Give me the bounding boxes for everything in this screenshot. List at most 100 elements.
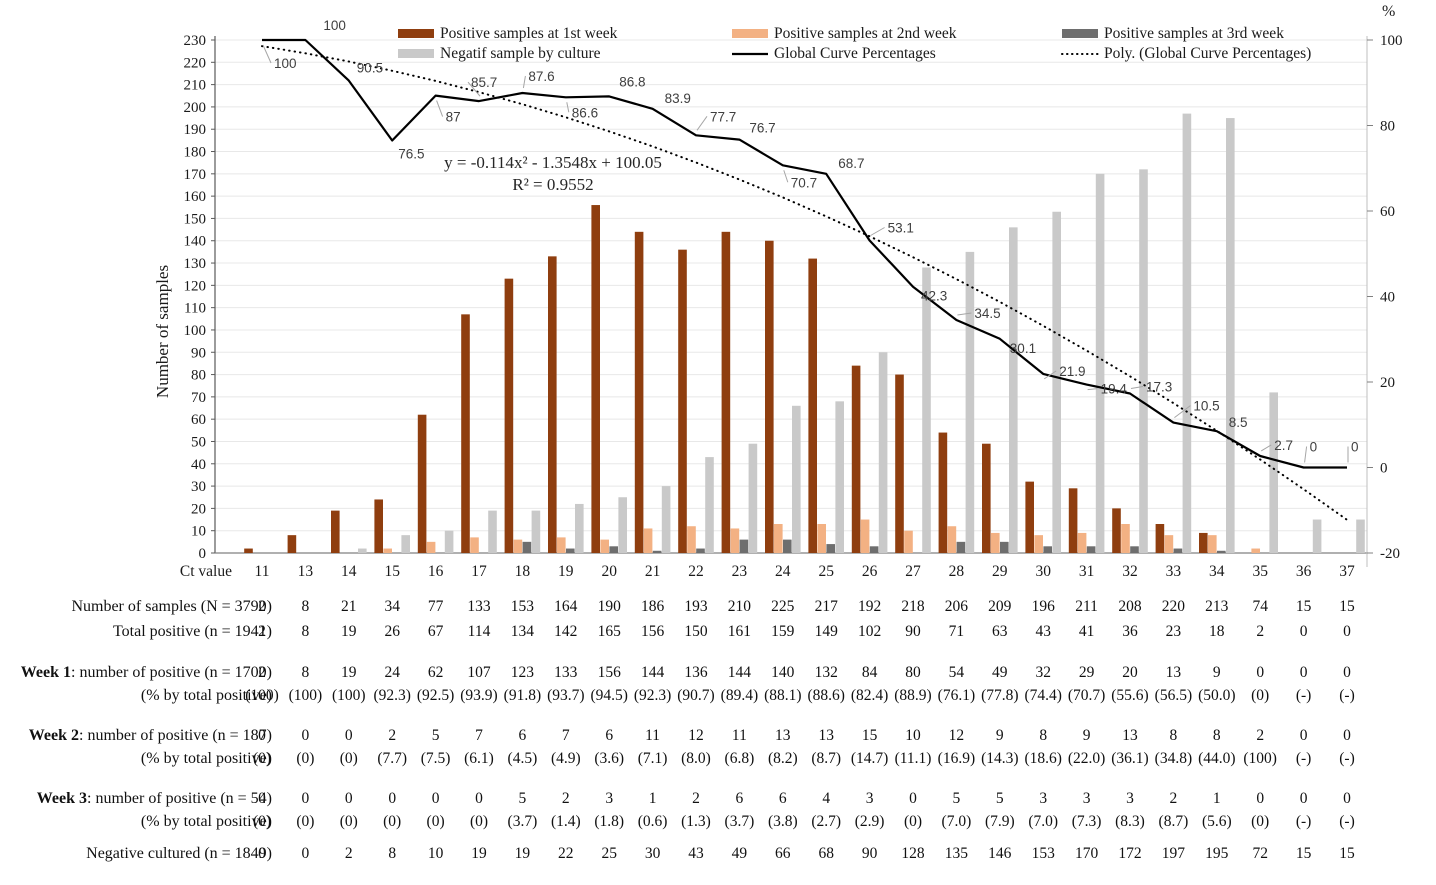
bar-week1-ct17 bbox=[461, 314, 470, 553]
table-cell: 0 bbox=[909, 790, 917, 807]
bar-week1-ct20 bbox=[591, 205, 600, 553]
bar-negative-ct35 bbox=[1269, 392, 1278, 553]
bar-negative-ct17 bbox=[488, 510, 497, 553]
table-cell: (0) bbox=[383, 813, 402, 830]
table-cell: 43 bbox=[1035, 623, 1051, 640]
bar-week1-ct29 bbox=[982, 443, 991, 553]
bar-negative-ct14 bbox=[358, 548, 367, 553]
label-leader-line bbox=[957, 312, 972, 316]
bar-week1-ct14 bbox=[331, 510, 340, 553]
table-cell: (100) bbox=[332, 687, 366, 704]
line-data-label: 83.9 bbox=[665, 91, 691, 106]
table-cell: (7.0) bbox=[941, 813, 972, 830]
bar-series-week1 bbox=[244, 205, 1208, 554]
table-cell: 84 bbox=[861, 664, 878, 681]
table-cell: 0 bbox=[431, 790, 440, 807]
table-cell: (1.4) bbox=[550, 813, 581, 830]
label-leader-line bbox=[696, 116, 708, 131]
table-cell: 149 bbox=[814, 623, 838, 640]
bar-week2-ct24 bbox=[774, 524, 783, 553]
trendline-poly bbox=[261, 45, 1348, 521]
bar-week3-ct32 bbox=[1130, 546, 1139, 553]
legend-label: Positive samples at 1st week bbox=[440, 25, 618, 42]
table-cell: 26 bbox=[384, 623, 400, 640]
left-axis-tick-label: 90 bbox=[191, 345, 206, 361]
x-tick-label: 26 bbox=[862, 563, 878, 580]
table-cell: (8.7) bbox=[811, 750, 842, 767]
table-cell: (0.6) bbox=[637, 813, 668, 830]
table-cell: 8 bbox=[1212, 727, 1221, 744]
table-cell: 20 bbox=[1122, 664, 1138, 681]
table-cell: 10 bbox=[427, 845, 444, 862]
label-leader-line bbox=[467, 81, 481, 97]
bar-negative-ct37 bbox=[1356, 519, 1365, 553]
table-cell: 170 bbox=[1074, 845, 1099, 862]
table-cell: (3.8) bbox=[767, 813, 798, 830]
table-cell: 3 bbox=[1126, 790, 1134, 807]
bar-week1-ct27 bbox=[895, 374, 904, 553]
table-cell: (74.4) bbox=[1024, 687, 1062, 704]
left-axis-tick-label: 130 bbox=[184, 256, 207, 272]
table-cell: (82.4) bbox=[850, 687, 889, 704]
bar-week3-ct20 bbox=[609, 546, 618, 553]
table-cell: 0 bbox=[1343, 623, 1351, 640]
bar-week1-ct26 bbox=[851, 365, 861, 553]
table-cell: 63 bbox=[992, 623, 1008, 640]
table-cell: (-) bbox=[1295, 750, 1312, 767]
table-cell: (0) bbox=[469, 813, 489, 830]
table-cell: (-) bbox=[1339, 813, 1355, 830]
table-cell: 30 bbox=[644, 845, 661, 862]
table-cell: 68 bbox=[818, 845, 834, 862]
table-cell: 218 bbox=[901, 598, 925, 615]
bar-negative-ct18 bbox=[531, 510, 541, 553]
table-cell: 8 bbox=[1039, 727, 1048, 744]
bar-negative-ct29 bbox=[1009, 227, 1018, 554]
legend-label: Positive samples at 3rd week bbox=[1104, 25, 1284, 42]
table-cell: 3 bbox=[605, 790, 614, 807]
table-cell: 210 bbox=[727, 598, 752, 615]
x-tick-label: 27 bbox=[905, 563, 921, 580]
bar-negative-ct23 bbox=[748, 443, 758, 553]
line-data-label: 42.3 bbox=[921, 289, 947, 304]
right-axis-tick-label: 60 bbox=[1380, 204, 1395, 220]
table-cell: 0 bbox=[475, 790, 483, 807]
legend-item-line: Global Curve Percentages bbox=[732, 45, 936, 62]
table-cell: 6 bbox=[735, 790, 744, 807]
table-cell: (-) bbox=[1339, 750, 1355, 767]
table-cell: 90 bbox=[905, 623, 921, 640]
bar-week1-ct31 bbox=[1068, 488, 1078, 553]
bar-week3-ct34 bbox=[1217, 550, 1226, 553]
table-cell: 0 bbox=[1299, 664, 1308, 681]
x-tick-label: 37 bbox=[1339, 563, 1355, 580]
table-row-label: (% by total positive) bbox=[140, 750, 272, 767]
bar-week1-ct18 bbox=[504, 278, 514, 553]
table-cell: 21 bbox=[341, 598, 357, 615]
table-cell: 153 bbox=[510, 598, 535, 615]
table-row-label: Number of samples (N = 3790) bbox=[71, 598, 272, 615]
table-cell: 5 bbox=[952, 790, 961, 807]
bar-week3-ct31 bbox=[1086, 546, 1096, 553]
bar-week2-ct32 bbox=[1121, 524, 1130, 553]
bar-negative-ct33 bbox=[1182, 113, 1192, 554]
bar-week2-ct34 bbox=[1208, 535, 1217, 553]
left-axis-tick-label: 70 bbox=[191, 390, 206, 406]
table-cell: (-) bbox=[1295, 687, 1312, 704]
table-cell: (14.3) bbox=[981, 750, 1019, 767]
table-cell: 43 bbox=[688, 845, 704, 862]
x-tick-label: 33 bbox=[1166, 563, 1182, 580]
table-cell: (3.7) bbox=[507, 813, 538, 830]
table-cell: 36 bbox=[1122, 623, 1138, 640]
table-cell: (92.5) bbox=[416, 687, 455, 704]
left-axis-tick-label: 150 bbox=[184, 211, 207, 227]
table-cell: 5 bbox=[431, 727, 440, 744]
table-cell: 0 bbox=[1256, 790, 1265, 807]
line-data-label: 0 bbox=[1310, 440, 1318, 455]
table-cell: (0) bbox=[903, 813, 923, 830]
table-cell: 3 bbox=[865, 790, 874, 807]
left-axis-tick-label: 190 bbox=[184, 122, 207, 138]
trendline-r-squared: R² = 0.9552 bbox=[512, 175, 593, 194]
table-cell: 123 bbox=[510, 664, 535, 681]
table-cell: (0) bbox=[339, 750, 358, 767]
table-cell: 0 bbox=[258, 845, 266, 862]
bar-negative-ct34 bbox=[1226, 118, 1235, 553]
